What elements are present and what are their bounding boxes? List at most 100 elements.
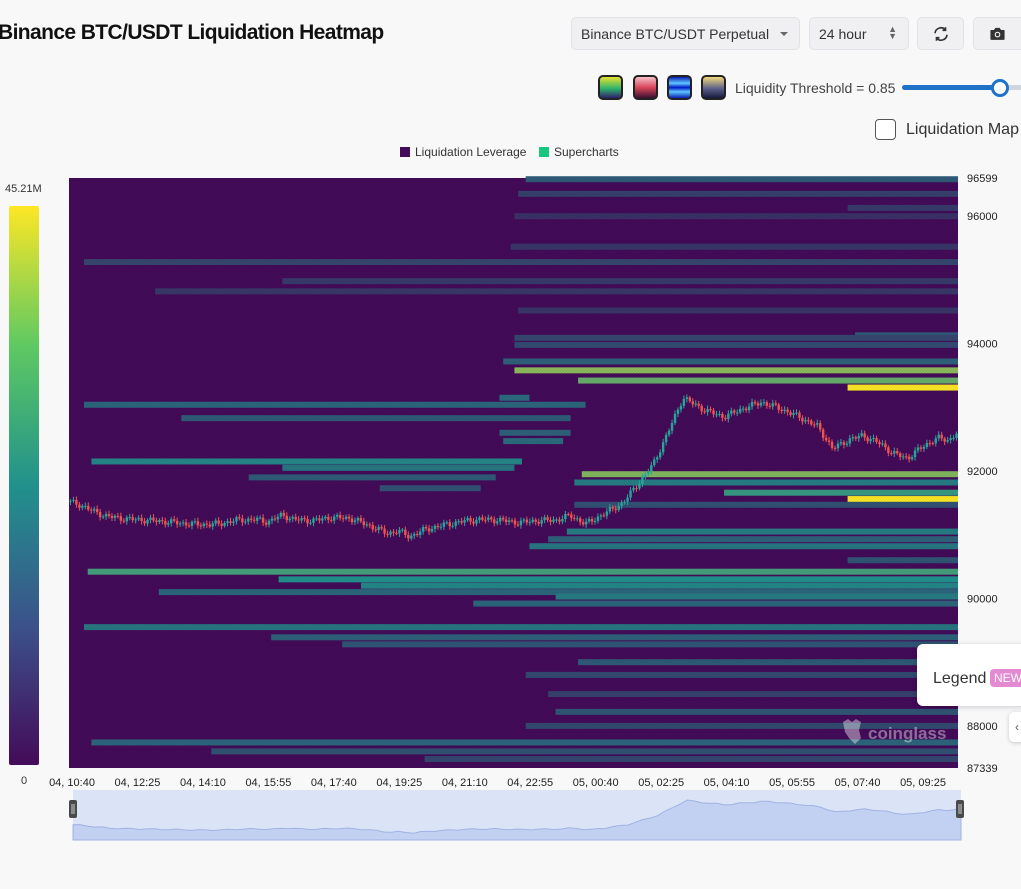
candle [398, 529, 401, 534]
side-panel-toggle[interactable]: ‹ [1009, 712, 1021, 742]
candle [937, 434, 940, 439]
candle [460, 521, 463, 523]
candle [164, 521, 167, 525]
candle [140, 517, 143, 522]
time-range-select[interactable]: 24 hour ▲ ▼ [809, 17, 909, 50]
candle [738, 408, 742, 413]
candle [386, 533, 389, 535]
candle [463, 520, 466, 523]
candle [564, 514, 567, 519]
candle [913, 450, 917, 458]
candle [593, 520, 597, 522]
threshold-slider[interactable] [902, 85, 1021, 90]
candle [614, 508, 617, 511]
candle [442, 522, 446, 527]
candle [282, 512, 286, 516]
candle [333, 516, 336, 521]
candle [934, 438, 937, 444]
candle [658, 452, 662, 458]
x-axis: 04, 10:40 04, 12:25 04, 14:10 04, 15:55 04, … [49, 777, 946, 789]
candle [916, 447, 920, 451]
candle [146, 520, 149, 524]
refresh-button[interactable] [917, 17, 964, 50]
candle [617, 505, 620, 511]
candle [712, 410, 715, 415]
candle [733, 410, 736, 413]
candle [312, 518, 315, 523]
candle [504, 519, 508, 522]
x-tick-label: 04, 15:55 [245, 777, 291, 789]
candle [691, 401, 694, 405]
threshold-slider-fill [902, 85, 1000, 90]
liquidation-heatmap-chart[interactable]: coinglass 96599 96000 94000 92000 90000 88000… [0, 160, 1021, 850]
navigator-handle-left[interactable] [69, 800, 77, 818]
legend-button[interactable]: Legend NEW [917, 644, 1021, 706]
candle [98, 512, 102, 518]
candle [907, 456, 911, 460]
chevron-left-icon: ‹ [1015, 720, 1019, 734]
candle [860, 433, 863, 437]
legend-item-supercharts[interactable]: Supercharts [539, 145, 619, 159]
candle [857, 436, 860, 439]
candle [220, 523, 223, 526]
screenshot-button[interactable] [973, 17, 1021, 50]
candle [392, 531, 395, 533]
candle [528, 521, 531, 523]
candle [478, 517, 481, 520]
candle [549, 520, 552, 522]
candle [759, 402, 763, 406]
candle [350, 518, 354, 523]
candle [167, 523, 170, 525]
navigator-handle-right[interactable] [956, 800, 964, 818]
candle [919, 447, 923, 449]
candle [395, 532, 398, 534]
candle [715, 414, 718, 416]
candle [359, 518, 363, 522]
candle [475, 519, 478, 524]
x-tick-label: 05, 09:25 [900, 777, 946, 789]
candle [878, 441, 881, 445]
palette-pink-button[interactable] [633, 75, 658, 100]
candle [232, 521, 235, 524]
palette-gold-button[interactable] [701, 75, 726, 100]
palette-blue-button[interactable] [667, 75, 692, 100]
palette-viridis-button[interactable] [598, 75, 623, 100]
candle [623, 501, 626, 503]
candle [519, 520, 523, 526]
x-tick-label: 05, 02:25 [638, 777, 684, 789]
candle [291, 517, 294, 519]
candle [522, 519, 526, 521]
candle [344, 516, 348, 519]
candle [421, 527, 425, 532]
candle [101, 516, 105, 518]
candle [587, 519, 591, 522]
candle [709, 408, 712, 411]
candle [341, 518, 345, 520]
threshold-label: Liquidity Threshold = 0.85 [735, 80, 896, 96]
candle [190, 521, 194, 526]
liquidation-map-checkbox[interactable] [875, 119, 896, 140]
candle [703, 411, 706, 413]
x-tick-label: 05, 00:40 [573, 777, 619, 789]
candle [925, 443, 929, 448]
threshold-slider-handle[interactable] [990, 79, 1009, 97]
candle [377, 526, 380, 531]
candle [685, 397, 689, 399]
candle [297, 519, 300, 521]
candle [801, 417, 804, 422]
legend-item-liquidation-leverage[interactable]: Liquidation Leverage [400, 145, 526, 159]
candle [439, 526, 443, 528]
time-range-select-value: 24 hour [819, 25, 867, 42]
exchange-select[interactable]: Binance BTC/USDT Perpetual [571, 17, 800, 50]
candle [667, 430, 671, 435]
candle [899, 453, 902, 458]
legend-button-label: Legend [933, 670, 987, 687]
candle [842, 442, 846, 445]
candle [110, 516, 114, 518]
liquidation-map-label: Liquidation Map [906, 121, 1019, 138]
candle [940, 434, 943, 439]
candle [347, 516, 351, 519]
time-navigator[interactable] [69, 790, 964, 841]
candle [264, 522, 268, 525]
candle [303, 518, 306, 520]
